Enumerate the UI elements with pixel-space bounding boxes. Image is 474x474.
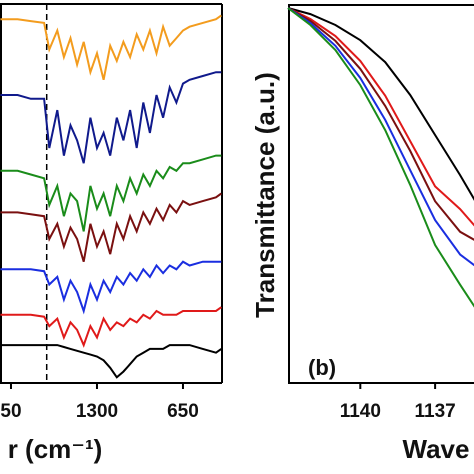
series-line <box>287 7 474 267</box>
series-line <box>0 71 222 164</box>
x-tick-label: 50 <box>0 401 21 422</box>
x-tick-label: 1140 <box>340 401 381 422</box>
x-axis-label: r (cm⁻¹) <box>8 434 103 464</box>
x-tick-label: 650 <box>167 401 199 422</box>
y-axis-label: Transmittance (a.u.) <box>250 72 280 318</box>
series-line <box>0 306 222 348</box>
x-tick-label: 1137 <box>414 401 455 422</box>
series-line <box>0 192 222 262</box>
series-line <box>287 7 474 201</box>
annotation: (b) <box>308 355 336 380</box>
series-line <box>0 260 222 315</box>
series-line <box>0 14 222 81</box>
x-tick-label: 1300 <box>76 401 118 422</box>
series-line <box>0 154 222 232</box>
x-axis-label: Wave <box>403 434 470 464</box>
series-line <box>287 7 474 227</box>
series-line <box>287 7 474 241</box>
series-line <box>0 344 222 379</box>
series-line <box>287 7 474 308</box>
